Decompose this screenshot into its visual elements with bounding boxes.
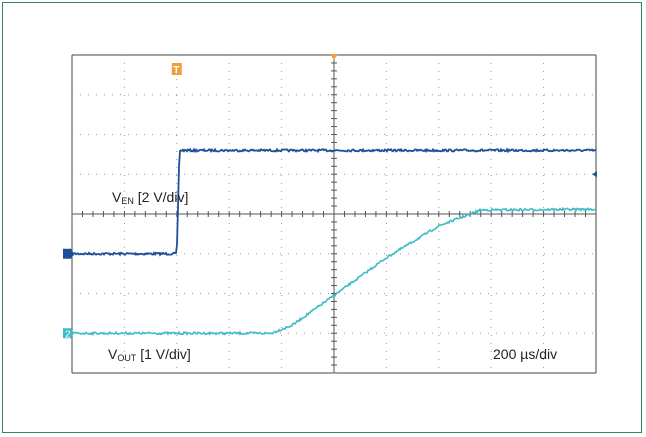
- channel-1-ground-marker: [63, 248, 74, 259]
- channel-2-scale: [1 V/div]: [140, 346, 191, 362]
- figure-frame: [2, 2, 642, 433]
- timebase-label: 200 µs/div: [493, 346, 558, 362]
- channel-2-marker-text: 2: [65, 329, 71, 340]
- channel-1-name-sub: EN: [121, 196, 134, 206]
- trace-1-line: [71, 147, 597, 257]
- channel-2-name-main: V: [108, 346, 118, 362]
- trace-2-line: [71, 206, 597, 336]
- channel-2-name-sub: OUT: [117, 353, 137, 363]
- trigger-level-marker: [592, 171, 597, 178]
- channel-1-label: VEN [2 V/div]: [112, 189, 188, 206]
- trigger-t-box: [171, 63, 182, 75]
- channel-2-ground-marker: [63, 328, 74, 339]
- channel-1-name-main: V: [112, 189, 122, 205]
- channel-1-scale: [2 V/div]: [137, 189, 189, 205]
- trigger-position-marker: [330, 54, 338, 60]
- channel-2-label: VOUT [1 V/div]: [108, 346, 191, 363]
- trigger-t-text: T: [173, 65, 179, 76]
